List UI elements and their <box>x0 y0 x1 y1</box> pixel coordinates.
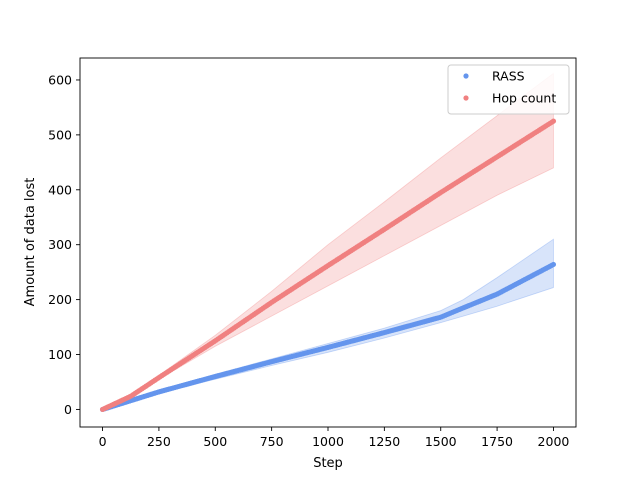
y-tick-label: 0 <box>64 402 72 417</box>
y-tick-label: 200 <box>48 292 72 307</box>
legend-box <box>447 64 570 115</box>
x-tick-label: 750 <box>260 434 284 449</box>
data-points <box>99 118 557 413</box>
x-tick-label: 1000 <box>312 434 344 449</box>
legend-marker-hop-count <box>463 95 469 101</box>
legend-label-rass: RASS <box>492 69 525 84</box>
series-0-points <box>99 261 557 413</box>
y-tick-label: 400 <box>48 182 72 197</box>
x-axis: 0 250 500 750 1000 1250 1500 1750 2000 <box>99 427 570 449</box>
y-tick-label: 500 <box>48 127 72 142</box>
x-tick-label: 1750 <box>481 434 513 449</box>
y-tick-label: 600 <box>48 72 72 87</box>
data-point <box>550 261 557 268</box>
x-tick-label: 500 <box>203 434 227 449</box>
y-tick-label: 300 <box>48 237 72 252</box>
legend-marker-rass <box>463 73 469 79</box>
x-tick-label: 1250 <box>368 434 400 449</box>
x-axis-label: Step <box>313 456 343 471</box>
series-1-points <box>99 118 557 413</box>
x-tick-label: 0 <box>99 434 107 449</box>
data-point <box>550 118 557 124</box>
y-axis-label: Amount of data lost <box>23 178 38 307</box>
legend-label-hop-count: Hop count <box>492 91 556 106</box>
y-tick-label: 100 <box>48 347 72 362</box>
x-tick-label: 250 <box>147 434 171 449</box>
x-tick-label: 1500 <box>425 434 457 449</box>
x-tick-label: 2000 <box>538 434 570 449</box>
legend: RASS Hop count <box>447 64 570 115</box>
y-axis: 0 100 200 300 400 500 600 <box>48 72 80 417</box>
